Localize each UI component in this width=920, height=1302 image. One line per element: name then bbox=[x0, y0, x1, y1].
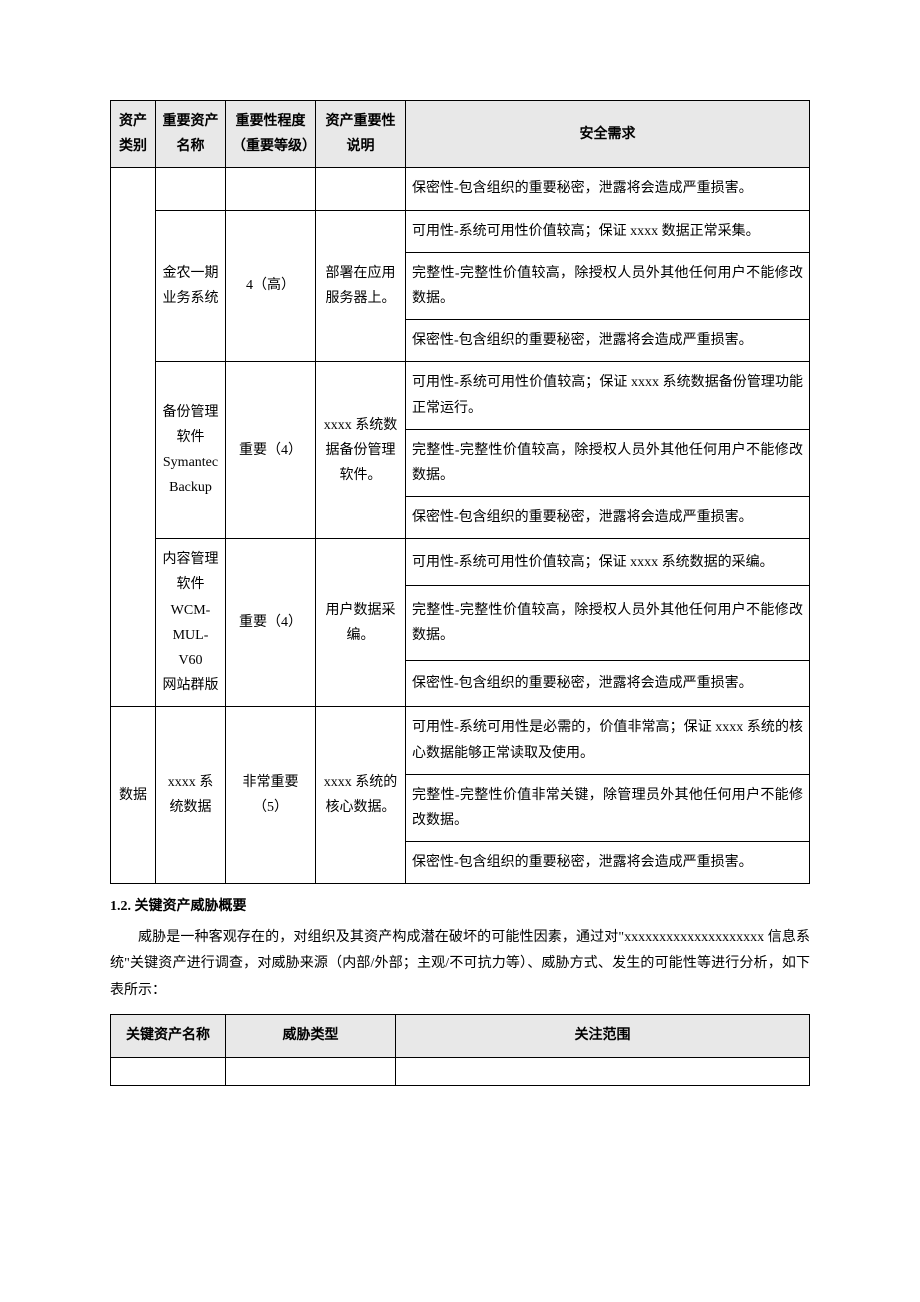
cell-importance bbox=[226, 168, 316, 210]
cell-requirement: 保密性-包含组织的重要秘密，泄露将会造成严重损害。 bbox=[406, 842, 810, 884]
header-description: 资产重要性说明 bbox=[316, 101, 406, 168]
cell-description: xxxx 系统数据备份管理软件。 bbox=[316, 362, 406, 539]
cell-requirement: 完整性-完整性价值较高，除授权人员外其他任何用户不能修改数据。 bbox=[406, 585, 810, 660]
cell-requirement: 完整性-完整性价值非常关键，除管理员外其他任何用户不能修改数据。 bbox=[406, 774, 810, 841]
empty-cell bbox=[396, 1057, 810, 1085]
threat-header-name: 关键资产名称 bbox=[111, 1015, 226, 1057]
asset-table-body: 保密性-包含组织的重要秘密，泄露将会造成严重损害。 金农一期业务系统 4（高） … bbox=[111, 168, 810, 884]
cell-requirement: 可用性-系统可用性价值较高；保证 xxxx 系统数据的采编。 bbox=[406, 539, 810, 586]
threat-table-empty-row bbox=[111, 1057, 810, 1085]
cell-requirement: 保密性-包含组织的重要秘密，泄露将会造成严重损害。 bbox=[406, 497, 810, 539]
header-importance: 重要性程度（重要等级） bbox=[226, 101, 316, 168]
threat-table: 关键资产名称 威胁类型 关注范围 bbox=[110, 1014, 810, 1085]
cell-name: 金农一期业务系统 bbox=[156, 210, 226, 362]
cell-category bbox=[111, 168, 156, 707]
cell-requirement: 可用性-系统可用性价值较高；保证 xxxx 系统数据备份管理功能正常运行。 bbox=[406, 362, 810, 429]
cell-name: 内容管理软件WCM-MUL-V60网站群版 bbox=[156, 539, 226, 707]
table-row: 金农一期业务系统 4（高） 部署在应用服务器上。 可用性-系统可用性价值较高；保… bbox=[111, 210, 810, 252]
table-row: 数据 xxxx 系统数据 非常重要（5） xxxx 系统的核心数据。 可用性-系… bbox=[111, 707, 810, 774]
threat-table-header-row: 关键资产名称 威胁类型 关注范围 bbox=[111, 1015, 810, 1057]
cell-requirement: 可用性-系统可用性价值较高；保证 xxxx 数据正常采集。 bbox=[406, 210, 810, 252]
cell-requirement: 完整性-完整性价值较高，除授权人员外其他任何用户不能修改数据。 bbox=[406, 252, 810, 319]
table-row: 内容管理软件WCM-MUL-V60网站群版 重要（4） 用户数据采编。 可用性-… bbox=[111, 539, 810, 586]
cell-description bbox=[316, 168, 406, 210]
table-row: 备份管理软件Symantec Backup 重要（4） xxxx 系统数据备份管… bbox=[111, 362, 810, 429]
table-row: 保密性-包含组织的重要秘密，泄露将会造成严重损害。 bbox=[111, 168, 810, 210]
cell-description: xxxx 系统的核心数据。 bbox=[316, 707, 406, 884]
cell-description: 用户数据采编。 bbox=[316, 539, 406, 707]
cell-name bbox=[156, 168, 226, 210]
cell-requirement: 完整性-完整性价值较高，除授权人员外其他任何用户不能修改数据。 bbox=[406, 429, 810, 496]
threat-header-type: 威胁类型 bbox=[226, 1015, 396, 1057]
cell-importance: 重要（4） bbox=[226, 539, 316, 707]
cell-requirement: 保密性-包含组织的重要秘密，泄露将会造成严重损害。 bbox=[406, 320, 810, 362]
section-body: 威胁是一种客观存在的，对组织及其资产构成潜在破坏的可能性因素，通过对"xxxxx… bbox=[110, 925, 810, 1005]
cell-name: xxxx 系统数据 bbox=[156, 707, 226, 884]
cell-importance: 非常重要（5） bbox=[226, 707, 316, 884]
empty-cell bbox=[111, 1057, 226, 1085]
section-heading: 1.2. 关键资产威胁概要 bbox=[110, 896, 810, 918]
cell-importance: 4（高） bbox=[226, 210, 316, 362]
cell-importance: 重要（4） bbox=[226, 362, 316, 539]
header-category: 资产类别 bbox=[111, 101, 156, 168]
cell-category: 数据 bbox=[111, 707, 156, 884]
header-name: 重要资产名称 bbox=[156, 101, 226, 168]
asset-table: 资产类别 重要资产名称 重要性程度（重要等级） 资产重要性说明 安全需求 保密性… bbox=[110, 100, 810, 884]
cell-name: 备份管理软件Symantec Backup bbox=[156, 362, 226, 539]
cell-requirement: 可用性-系统可用性是必需的，价值非常高；保证 xxxx 系统的核心数据能够正常读… bbox=[406, 707, 810, 774]
table-header-row: 资产类别 重要资产名称 重要性程度（重要等级） 资产重要性说明 安全需求 bbox=[111, 101, 810, 168]
cell-requirement: 保密性-包含组织的重要秘密，泄露将会造成严重损害。 bbox=[406, 660, 810, 707]
threat-header-scope: 关注范围 bbox=[396, 1015, 810, 1057]
cell-description: 部署在应用服务器上。 bbox=[316, 210, 406, 362]
cell-requirement: 保密性-包含组织的重要秘密，泄露将会造成严重损害。 bbox=[406, 168, 810, 210]
header-requirement: 安全需求 bbox=[406, 101, 810, 168]
empty-cell bbox=[226, 1057, 396, 1085]
